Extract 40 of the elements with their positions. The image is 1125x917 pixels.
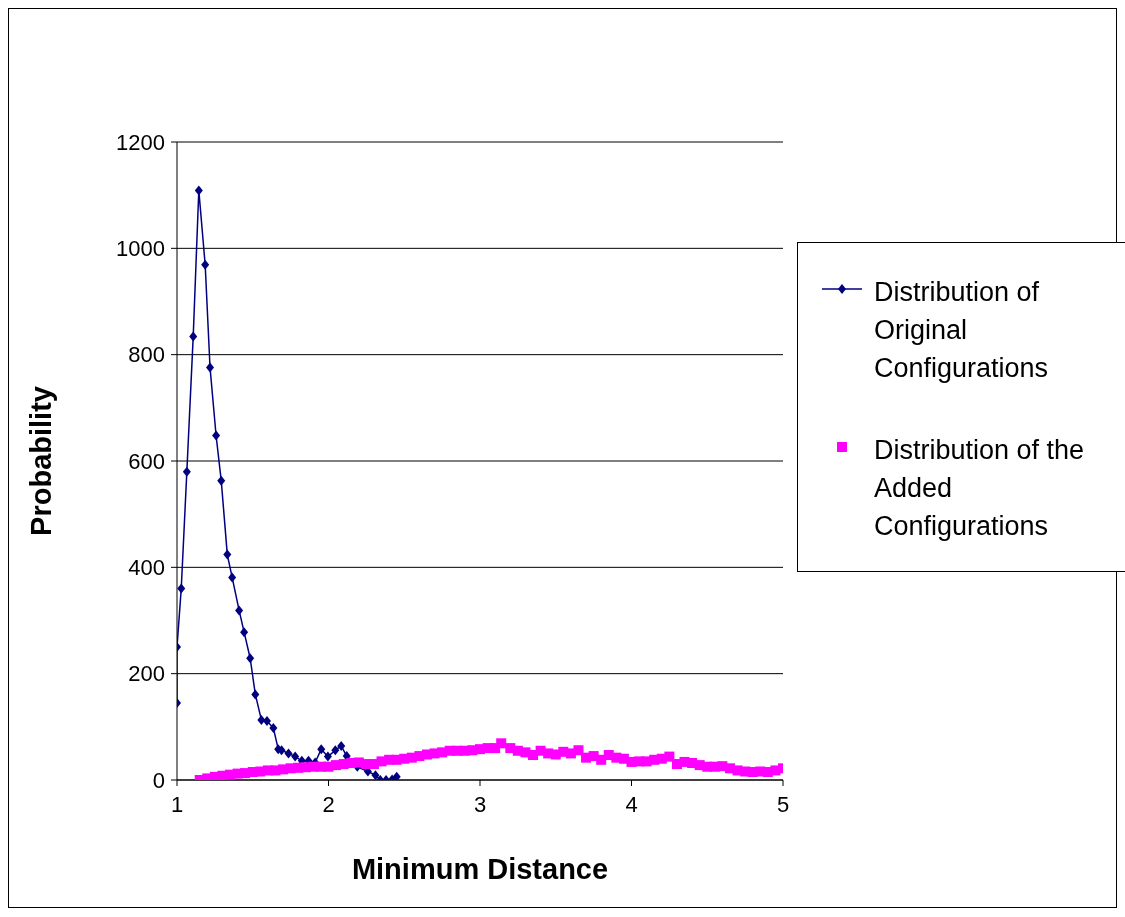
point (337, 740, 346, 751)
point (317, 744, 326, 755)
point (257, 714, 266, 725)
x-tick-label: 5 (776, 791, 790, 817)
y-tick-label: 600 (128, 448, 165, 474)
point (331, 745, 340, 756)
point (201, 259, 210, 270)
point (223, 549, 232, 560)
point (228, 572, 237, 583)
point (371, 770, 380, 780)
y-tick-label: 800 (128, 342, 165, 368)
legend-label: Distribution of Original Configurations (874, 276, 1050, 385)
point (235, 605, 244, 616)
x-axis-title: Minimum Distance (351, 853, 609, 885)
point (189, 331, 198, 342)
point (291, 751, 300, 762)
y-axis-title: Probability (25, 386, 58, 536)
point (392, 771, 401, 780)
x-tick-label: 4 (625, 791, 638, 817)
point (323, 751, 332, 762)
point (217, 475, 226, 486)
x-tick-label: 2 (322, 791, 335, 817)
point (182, 466, 191, 477)
point (194, 185, 203, 196)
point (206, 362, 215, 373)
point (269, 722, 278, 733)
y-tick-label: 1000 (116, 236, 165, 262)
y-tick-label: 200 (128, 661, 165, 687)
y-tick-label: 0 (152, 767, 165, 793)
point (246, 653, 255, 664)
y-tick-label: 400 (128, 555, 165, 581)
x-tick-label: 1 (170, 791, 184, 817)
y-tick-label: 1200 (116, 129, 165, 155)
point (212, 430, 221, 441)
point (177, 583, 186, 594)
point (240, 627, 249, 638)
x-tick-label: 3 (473, 791, 487, 817)
point (251, 689, 260, 700)
legend-label: Distribution of the Added Configurations (874, 434, 1086, 543)
point (284, 748, 293, 759)
